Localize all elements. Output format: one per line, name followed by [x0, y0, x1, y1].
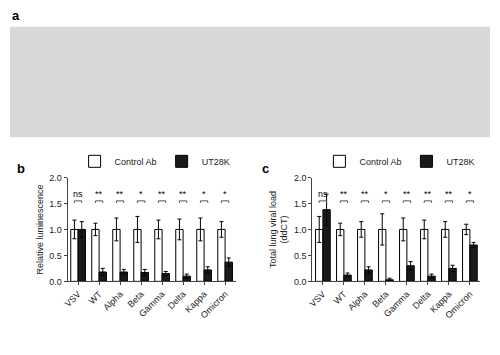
svg-text:0.5: 0.5 — [294, 251, 307, 261]
svg-text:Delta: Delta — [166, 289, 188, 311]
svg-text:**: ** — [340, 189, 348, 199]
svg-text:1.0: 1.0 — [49, 225, 62, 235]
svg-text:Omicron: Omicron — [443, 289, 474, 320]
svg-text:WT: WT — [87, 289, 104, 306]
svg-text:*: * — [223, 189, 227, 199]
svg-text:UT28K: UT28K — [446, 157, 474, 167]
svg-text:Delta: Delta — [411, 289, 433, 311]
svg-text:0.0: 0.0 — [294, 277, 307, 287]
svg-text:2.0: 2.0 — [49, 173, 62, 183]
svg-text:VSV: VSV — [308, 289, 328, 309]
svg-text:**: ** — [361, 189, 369, 199]
svg-text:Kappa: Kappa — [428, 289, 453, 314]
svg-text:Alpha: Alpha — [101, 289, 124, 312]
svg-text:Beta: Beta — [370, 289, 390, 309]
svg-text:Gamma: Gamma — [137, 289, 167, 319]
svg-text:UT28K: UT28K — [202, 157, 230, 167]
svg-text:Relative luminescence: Relative luminescence — [35, 184, 45, 274]
svg-text:0.5: 0.5 — [49, 251, 62, 261]
svg-text:*: * — [139, 189, 143, 199]
svg-text:*: * — [384, 189, 388, 199]
svg-text:Kappa: Kappa — [183, 289, 208, 314]
svg-text:*: * — [202, 189, 206, 199]
svg-text:**: ** — [403, 189, 411, 199]
svg-text:1.5: 1.5 — [294, 199, 307, 209]
svg-text:a: a — [12, 8, 20, 23]
svg-text:WT: WT — [332, 289, 349, 306]
svg-text:Beta: Beta — [126, 289, 146, 309]
svg-text:1.5: 1.5 — [49, 199, 62, 209]
svg-text:**: ** — [158, 189, 166, 199]
svg-text:VSV: VSV — [63, 289, 83, 309]
svg-text:**: ** — [424, 189, 432, 199]
svg-text:Gamma: Gamma — [382, 289, 412, 319]
svg-text:b: b — [17, 161, 25, 176]
svg-text:**: ** — [116, 189, 124, 199]
svg-text:**: ** — [95, 189, 103, 199]
svg-text:Control Ab: Control Ab — [359, 157, 401, 167]
svg-text:**: ** — [179, 189, 187, 199]
svg-text:Omicron: Omicron — [199, 289, 230, 320]
svg-text:ns: ns — [73, 189, 83, 199]
svg-text:Control Ab: Control Ab — [115, 157, 157, 167]
svg-text:1.0: 1.0 — [294, 225, 307, 235]
svg-text:2.0: 2.0 — [294, 173, 307, 183]
svg-text:*: * — [468, 189, 472, 199]
svg-text:Alpha: Alpha — [346, 289, 369, 312]
svg-text:c: c — [262, 161, 269, 176]
svg-text:ns: ns — [318, 189, 328, 199]
svg-text:0.0: 0.0 — [49, 277, 62, 287]
svg-text:**: ** — [445, 189, 453, 199]
svg-text:Total lung viral load(ddCT): Total lung viral load(ddCT) — [268, 191, 290, 268]
